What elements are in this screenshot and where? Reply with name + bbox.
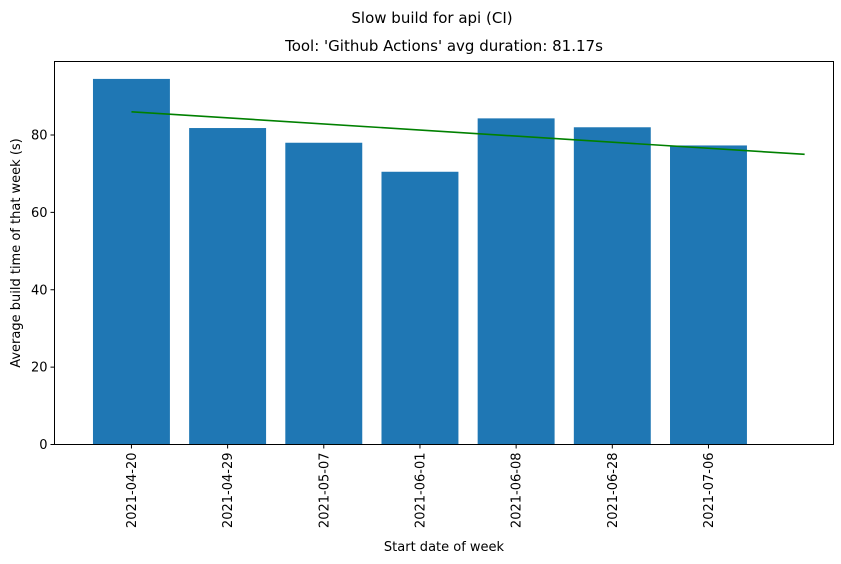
x-tick-label: 2021-06-28	[606, 453, 621, 529]
y-axis: 0 20 40 60 80	[31, 129, 55, 453]
y-tick-label: 80	[31, 129, 48, 144]
x-tick-label: 2021-05-07	[317, 453, 332, 529]
y-tick-label: 0	[39, 438, 47, 453]
bar-2021-05-07	[285, 142, 363, 445]
trend-layer	[131, 110, 805, 156]
bars-layer	[92, 78, 747, 445]
y-tick-label: 40	[31, 283, 48, 298]
x-axis-label: Start date of week	[384, 540, 505, 555]
bar-2021-07-06	[670, 145, 747, 445]
bar-2021-04-20	[92, 78, 170, 445]
bar-2021-06-28	[573, 127, 651, 445]
x-tick-label: 2021-04-29	[221, 453, 236, 529]
x-axis: 2021-04-20 2021-04-29 2021-05-07 2021-06-01…	[125, 444, 717, 529]
y-tick-label: 20	[31, 361, 48, 376]
x-tick-label: 2021-04-20	[125, 453, 140, 529]
x-tick-label: 2021-06-08	[510, 453, 525, 529]
plot-frame	[54, 61, 834, 445]
bar-2021-06-01	[381, 171, 459, 445]
x-tick-label: 2021-06-01	[413, 453, 428, 529]
trend-line	[131, 110, 805, 156]
y-tick-label: 60	[31, 206, 48, 221]
chart-title: Tool: 'Github Actions' avg duration: 81.…	[284, 37, 603, 55]
chart-suptitle: Slow build for api (CI)	[351, 9, 512, 27]
bar-2021-04-29	[189, 128, 267, 445]
x-tick-label: 2021-07-06	[702, 453, 717, 529]
y-axis-label: Average build time of that week (s)	[9, 138, 24, 368]
bar-2021-06-08	[477, 118, 555, 445]
